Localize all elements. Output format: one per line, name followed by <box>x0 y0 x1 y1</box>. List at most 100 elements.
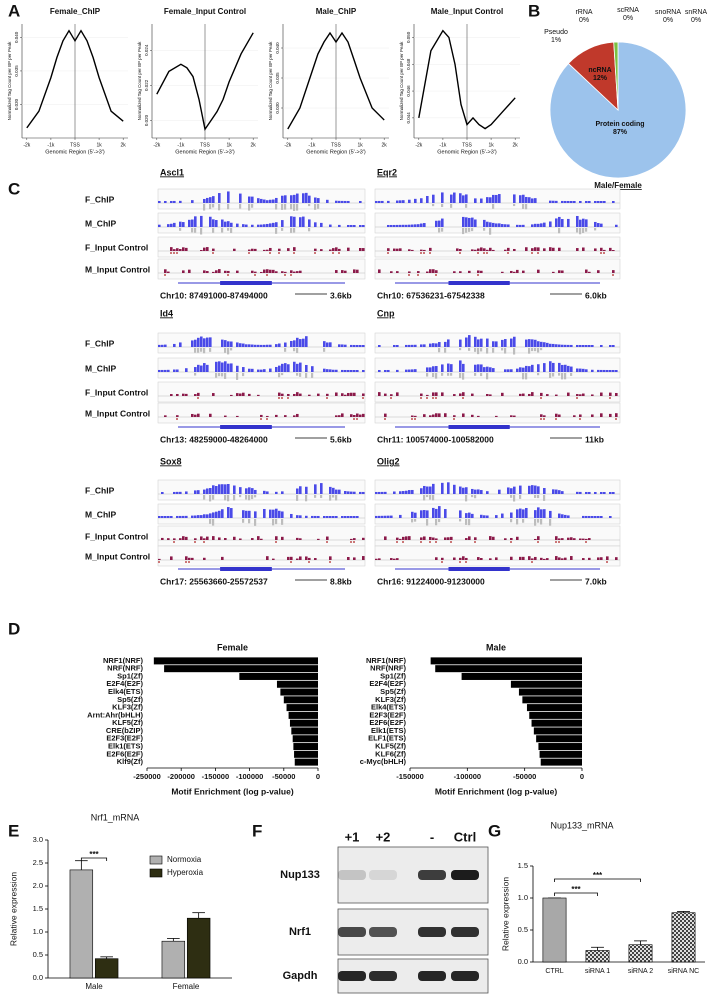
coverage <box>344 344 347 347</box>
reads <box>251 495 254 500</box>
reads <box>353 541 355 543</box>
coverage <box>308 557 311 560</box>
coverage <box>396 271 399 273</box>
coverage <box>387 515 390 518</box>
coverage <box>329 369 332 372</box>
coverage <box>251 344 254 347</box>
bar <box>283 696 318 704</box>
reads <box>519 495 522 499</box>
coverage <box>200 215 203 227</box>
coverage <box>480 558 483 560</box>
coverage <box>236 223 239 227</box>
reads <box>459 348 462 351</box>
coverage <box>299 515 302 518</box>
reads <box>540 418 542 420</box>
coverage <box>585 219 588 227</box>
coverage <box>432 392 435 396</box>
bar <box>289 719 318 727</box>
x-tick-label: 1k <box>96 142 102 148</box>
coverage <box>423 223 426 227</box>
coverage <box>278 510 281 518</box>
coverage <box>161 344 164 347</box>
coverage <box>510 270 513 273</box>
coverage <box>453 557 456 560</box>
coverage <box>203 198 206 203</box>
category-label: KLF3(Zf) <box>375 695 406 704</box>
coverage <box>227 221 230 227</box>
coverage <box>474 249 477 251</box>
coverage <box>378 200 381 203</box>
blot-band <box>369 870 397 880</box>
coverage <box>411 511 414 518</box>
reads <box>465 561 467 563</box>
track-frame <box>157 525 366 547</box>
reads <box>227 495 230 502</box>
coverage <box>426 486 429 494</box>
coverage <box>570 556 573 560</box>
blot-band <box>451 971 479 981</box>
coverage <box>350 414 353 417</box>
reads <box>314 495 317 498</box>
coverage <box>188 557 191 560</box>
track-frame <box>374 357 621 379</box>
coverage <box>555 200 558 203</box>
coverage <box>212 485 215 494</box>
coverage <box>281 511 284 518</box>
coverage <box>507 487 510 494</box>
coverage <box>396 537 399 540</box>
blot-band <box>369 927 397 937</box>
coverage <box>612 249 615 251</box>
coverage <box>438 506 441 518</box>
coverage <box>263 199 266 203</box>
coverage <box>182 536 185 540</box>
coverage <box>299 270 302 273</box>
coverage <box>260 198 263 203</box>
reads <box>396 541 398 543</box>
coverage <box>426 195 429 203</box>
coverage <box>275 414 278 417</box>
coverage <box>522 509 525 518</box>
coverage <box>233 536 236 540</box>
reads <box>200 228 203 235</box>
reads <box>510 541 512 543</box>
track-frame <box>374 402 621 424</box>
coverage <box>609 491 612 494</box>
coverage <box>558 513 561 518</box>
coverage <box>459 360 462 372</box>
coverage <box>603 201 606 203</box>
profile-line <box>156 32 254 131</box>
coverage <box>423 485 426 494</box>
coverage <box>516 509 519 518</box>
coverage <box>495 415 498 417</box>
coverage <box>402 491 405 494</box>
reads <box>329 495 332 501</box>
reads <box>429 541 431 543</box>
panel-letter: B <box>528 1 540 20</box>
coverage <box>546 342 549 347</box>
coverage <box>269 269 272 273</box>
reads <box>435 541 437 543</box>
coverage <box>212 248 215 251</box>
coverage <box>471 513 474 518</box>
coverage <box>185 247 188 251</box>
coverage <box>510 338 513 347</box>
coverage <box>519 195 522 203</box>
coverage <box>468 270 471 273</box>
coverage <box>164 200 167 203</box>
coverage <box>489 536 492 540</box>
reads <box>326 541 328 543</box>
coverage <box>245 224 248 227</box>
x-tick-label: -1k <box>308 142 315 148</box>
coverage <box>173 343 176 347</box>
reads <box>513 495 516 502</box>
reads <box>450 373 453 376</box>
coverage <box>423 414 426 417</box>
legend-swatch <box>149 868 163 878</box>
coverage <box>522 194 525 203</box>
coverage <box>435 366 438 372</box>
reads <box>537 519 540 523</box>
coverage <box>603 491 606 494</box>
coverage <box>432 483 435 494</box>
coverage <box>221 339 224 347</box>
